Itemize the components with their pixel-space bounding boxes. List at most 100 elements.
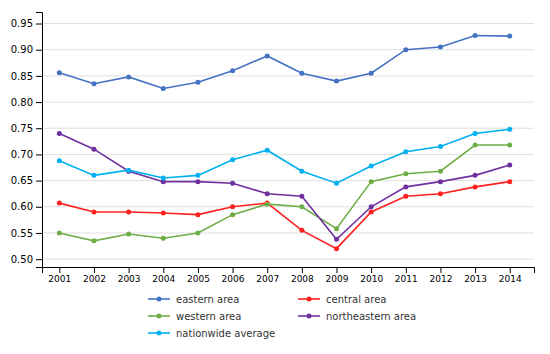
y-axis-tick-mark	[36, 102, 42, 103]
series-marker	[299, 169, 304, 174]
legend-item: central area	[298, 294, 386, 305]
x-axis-tick: 2003	[118, 267, 141, 284]
y-axis-tick: 0.75	[11, 123, 42, 134]
series-marker	[265, 202, 270, 207]
series-marker	[91, 81, 96, 86]
series-marker	[91, 238, 96, 243]
series-marker	[369, 210, 374, 215]
series-marker	[299, 194, 304, 199]
y-axis-tick-label: 0.55	[11, 228, 33, 239]
series-marker	[507, 142, 512, 147]
plot: 2001 2002 2003 2004 2005 2006 2007 2008 2009 2010…	[11, 13, 535, 285]
x-axis-tick-label: 2002	[83, 274, 106, 284]
grid-line	[42, 49, 534, 50]
series-marker	[507, 127, 512, 132]
y-axis-tick: 0.50	[11, 254, 42, 265]
series-marker	[57, 230, 62, 235]
x-axis-tick: 2008	[291, 267, 314, 284]
legend-label: central area	[326, 294, 386, 305]
x-axis-tick-label: 2001	[48, 274, 71, 284]
series-line	[59, 145, 509, 241]
grid-line	[42, 259, 534, 260]
legend-item: eastern area	[148, 294, 239, 305]
x-axis-tick-mark	[475, 267, 476, 273]
x-axis-tick-label: 2007	[256, 274, 279, 284]
x-axis-tick-label: 2010	[360, 274, 383, 284]
legend-label: nationwide average	[176, 328, 275, 339]
x-axis-tick-mark	[198, 267, 199, 273]
x-axis-tick-mark	[337, 267, 338, 273]
x-axis-tick-mark	[406, 267, 407, 273]
legend-label: northeastern area	[326, 311, 416, 322]
x-axis-tick-label: 2013	[464, 274, 487, 284]
y-axis-tick-mark	[36, 259, 42, 260]
grid-line	[42, 154, 534, 155]
grid	[42, 24, 534, 260]
x-axis-tick: 2013	[464, 267, 487, 284]
x-axis-tick: 2004	[152, 267, 175, 284]
series-marker	[57, 201, 62, 206]
legend-marker	[157, 314, 162, 319]
series-marker	[403, 171, 408, 176]
series-marker	[161, 86, 166, 91]
y-axis-tick: 0.60	[11, 201, 42, 212]
grid-line	[42, 232, 534, 233]
x-axis-tick: 2014	[499, 267, 522, 284]
x-axis-tick: 2007	[256, 267, 279, 284]
series-line	[59, 182, 509, 249]
x-axis-tick-label: 2009	[326, 274, 349, 284]
chart: 2001 2002 2003 2004 2005 2006 2007 2008 2009 2010…	[0, 0, 550, 354]
series-marker	[230, 68, 235, 73]
y-axis-tick: 0.70	[11, 149, 42, 160]
x-axis: 2001 2002 2003 2004 2005 2006 2007 2008 2009 2010…	[43, 267, 535, 284]
series-marker	[507, 162, 512, 167]
legend-marker	[307, 297, 312, 302]
series-marker	[57, 131, 62, 136]
series-marker	[230, 157, 235, 162]
legend-marker	[307, 314, 312, 319]
series-marker	[403, 47, 408, 52]
series-marker	[334, 181, 339, 186]
series	[57, 131, 512, 242]
series-marker	[473, 142, 478, 147]
legend-item: western area	[148, 311, 241, 322]
y-axis-tick-label: 0.50	[11, 254, 33, 265]
x-axis-tick-mark	[510, 267, 511, 273]
series-marker	[161, 236, 166, 241]
legend-label: eastern area	[176, 294, 239, 305]
x-axis-tick-label: 2005	[187, 274, 210, 284]
series-marker	[369, 71, 374, 76]
y-axis-tick: 0.85	[11, 71, 42, 82]
x-axis-tick-mark	[267, 267, 268, 273]
series-marker	[403, 149, 408, 154]
series-marker	[438, 191, 443, 196]
y-axis-tick-mark	[36, 181, 42, 182]
x-axis-tick-mark	[233, 267, 234, 273]
grid-line	[42, 102, 534, 103]
x-axis-tick-label: 2004	[152, 274, 175, 284]
series-marker	[126, 74, 131, 79]
x-axis-tick-label: 2006	[222, 274, 245, 284]
x-axis-tick-mark	[59, 267, 60, 273]
series-marker	[161, 211, 166, 216]
series-marker	[438, 45, 443, 50]
series-marker	[299, 228, 304, 233]
legend-item: nationwide average	[148, 328, 275, 339]
y-axis-tick-mark	[36, 154, 42, 155]
series-marker	[195, 173, 200, 178]
grid-line	[42, 180, 534, 181]
series-marker	[473, 173, 478, 178]
series-marker	[369, 204, 374, 209]
y-axis-tick: 0.90	[11, 44, 42, 55]
y-axis-line	[36, 13, 43, 268]
series-marker	[230, 204, 235, 209]
y-axis-tick-label: 0.60	[11, 201, 33, 212]
y-axis-tick-label: 0.70	[11, 149, 33, 160]
series-marker	[126, 168, 131, 173]
grid-line	[42, 75, 534, 76]
series-marker	[195, 230, 200, 235]
series-marker	[126, 232, 131, 237]
series	[57, 179, 512, 251]
series-marker	[299, 71, 304, 76]
series-marker	[57, 70, 62, 75]
